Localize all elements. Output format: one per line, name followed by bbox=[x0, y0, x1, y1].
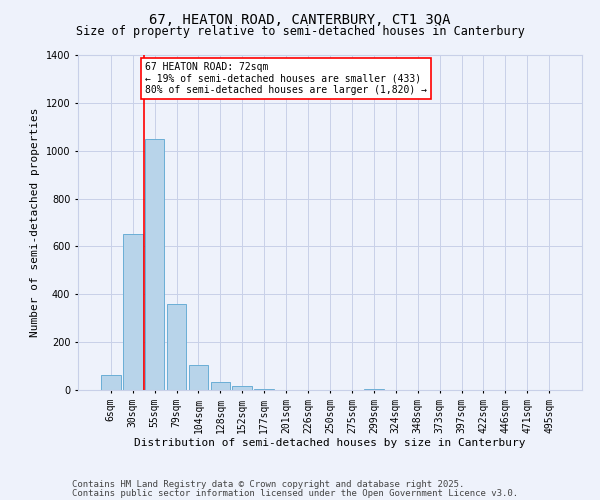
Bar bbox=[101, 375, 121, 390]
Text: Contains HM Land Registry data © Crown copyright and database right 2025.: Contains HM Land Registry data © Crown c… bbox=[72, 480, 464, 489]
Bar bbox=[211, 382, 230, 390]
Text: 67, HEATON ROAD, CANTERBURY, CT1 3QA: 67, HEATON ROAD, CANTERBURY, CT1 3QA bbox=[149, 12, 451, 26]
Bar bbox=[167, 304, 187, 390]
X-axis label: Distribution of semi-detached houses by size in Canterbury: Distribution of semi-detached houses by … bbox=[134, 438, 526, 448]
Y-axis label: Number of semi-detached properties: Number of semi-detached properties bbox=[30, 108, 40, 337]
Bar bbox=[123, 234, 143, 390]
Bar bbox=[145, 138, 164, 390]
Text: Contains public sector information licensed under the Open Government Licence v3: Contains public sector information licen… bbox=[72, 489, 518, 498]
Text: 67 HEATON ROAD: 72sqm
← 19% of semi-detached houses are smaller (433)
80% of sem: 67 HEATON ROAD: 72sqm ← 19% of semi-deta… bbox=[145, 62, 427, 96]
Bar bbox=[364, 389, 384, 390]
Text: Size of property relative to semi-detached houses in Canterbury: Size of property relative to semi-detach… bbox=[76, 25, 524, 38]
Bar bbox=[254, 389, 274, 390]
Bar bbox=[232, 386, 252, 390]
Bar bbox=[188, 365, 208, 390]
